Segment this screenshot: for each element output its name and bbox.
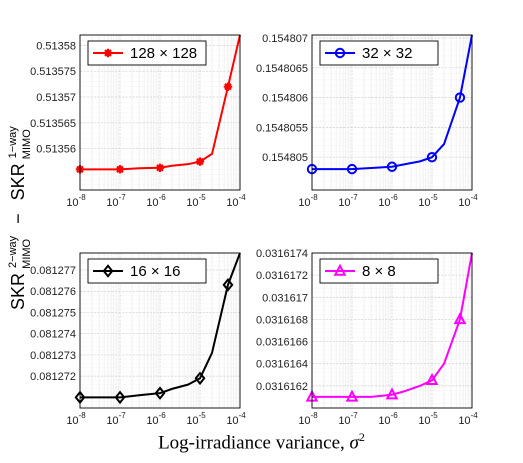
y-tick-label: 0.154807 xyxy=(262,33,308,45)
legend-label: 32 × 32 xyxy=(362,45,412,62)
x-tick-label: 10-6 xyxy=(146,193,166,209)
ylabel-minus: − xyxy=(8,213,28,224)
data-point xyxy=(223,82,233,91)
data-point xyxy=(195,157,205,166)
data-point xyxy=(154,386,166,400)
x-tick-label: 10-6 xyxy=(378,193,398,209)
xlabel-power: 2 xyxy=(358,430,365,444)
subplot-4: 10-8 10-7 10-6 10-5 10-4 0.0316162 0.0316164 0.… xyxy=(256,248,478,427)
data-point xyxy=(385,387,399,400)
legend: 8 × 8 xyxy=(319,258,439,284)
y-tick-label: 0.0316166 xyxy=(256,337,308,349)
x-axis-label: Log-irradiance variance, σ2 xyxy=(0,430,523,454)
legend-label: 8 × 8 xyxy=(362,263,396,280)
y-tick-label: 0.51357 xyxy=(36,92,76,104)
y-tick-label: 0.0316172 xyxy=(256,270,308,282)
y-tick-label: 0.513575 xyxy=(30,66,76,78)
subplot-2: 10-8 10-7 10-6 10-5 10-4 0.154805 0.1548055 0.1… xyxy=(256,33,478,209)
data-point xyxy=(426,152,438,163)
y-tick-label: 0.031617 xyxy=(262,292,308,304)
ylabel-sub-mimo-1: MIMO xyxy=(21,238,33,268)
legend: 32 × 32 xyxy=(319,40,439,66)
y-tick-label: 0.081275 xyxy=(30,307,76,319)
ylabel-sup-1way: 1−way xyxy=(7,126,19,159)
y-tick-label: 0.0316174 xyxy=(256,248,308,260)
x-tick-label: 10-7 xyxy=(338,411,358,427)
y-tick-label: 0.51358 xyxy=(36,40,76,52)
x-tick-label: 10-5 xyxy=(186,411,206,427)
y-tick-label: 0.081272 xyxy=(30,371,76,383)
y-tick-label: 0.081274 xyxy=(30,329,76,341)
series-line xyxy=(80,252,241,399)
x-tick-label: 10-6 xyxy=(146,411,166,427)
x-tick-label: 10-4 xyxy=(458,411,478,427)
data-point xyxy=(425,372,439,386)
x-tick-label: 10-7 xyxy=(338,193,358,209)
y-tick-label: 0.154805 xyxy=(262,152,308,164)
y-tick-label: 0.1548065 xyxy=(256,63,308,75)
x-tick-label: 10-4 xyxy=(458,193,478,209)
x-tick-label: 10-5 xyxy=(418,193,438,209)
data-point xyxy=(115,165,125,174)
x-tick-label: 10-5 xyxy=(418,411,438,427)
data-point xyxy=(386,161,398,172)
legend-label: 128 × 128 xyxy=(130,45,197,62)
y-axis-label: SKR 2−way MIMO − SKR 1−way MIMO xyxy=(2,121,34,310)
ylabel-skr-2: SKR xyxy=(8,273,28,310)
y-tick-label: 0.513565 xyxy=(30,118,76,130)
y-tick-label: 0.081273 xyxy=(30,350,76,362)
data-point xyxy=(194,371,206,386)
axes-box xyxy=(311,34,473,191)
data-point xyxy=(222,278,234,292)
y-tick-label: 0.0316162 xyxy=(256,381,308,393)
legend-marker xyxy=(334,47,346,59)
data-point xyxy=(114,390,126,405)
data-point xyxy=(155,163,165,172)
legend-marker xyxy=(102,264,114,278)
x-tick-label: 10-4 xyxy=(226,193,246,209)
xlabel-sigma: σ xyxy=(349,432,359,454)
x-tick-label: 10-7 xyxy=(106,411,126,427)
axes-box xyxy=(79,252,241,409)
axes-box xyxy=(79,34,241,191)
series-line xyxy=(312,252,473,398)
svg-text:SKR 2−way MIMO: SKR 2−way MIMO − SKR 1−way MIMO xyxy=(2,121,34,310)
data-point xyxy=(453,312,467,325)
subplot-1: 10-8 10-7 10-6 10-5 10-4 0.51356 0.513565 0.513… xyxy=(30,34,246,209)
legend-label: 16 × 16 xyxy=(130,263,180,280)
y-tick-label: 0.51356 xyxy=(36,144,76,156)
x-tick-label: 10-8 xyxy=(66,411,86,427)
data-point xyxy=(454,92,466,103)
subplot-3: 10-8 10-7 10-6 10-5 10-4 0.081272 0.081273 0.08… xyxy=(30,252,246,427)
y-tick-label: 0.081277 xyxy=(30,265,76,277)
legend: 128 × 128 xyxy=(87,40,207,66)
y-tick-label: 0.154806 xyxy=(262,93,308,105)
ylabel-sup-2way: 2−way xyxy=(7,235,19,268)
series-line xyxy=(80,34,241,171)
axes-box xyxy=(311,252,473,409)
ylabel-sub-mimo-2: MIMO xyxy=(21,129,33,159)
x-tick-label: 10-6 xyxy=(378,411,398,427)
x-tick-label: 10-4 xyxy=(226,411,246,427)
legend: 16 × 16 xyxy=(87,258,207,284)
series-line xyxy=(312,34,473,171)
x-tick-label: 10-8 xyxy=(298,411,318,427)
x-tick-label: 10-5 xyxy=(186,193,206,209)
x-tick-label: 10-7 xyxy=(106,193,126,209)
legend-marker xyxy=(333,263,347,276)
y-tick-label: 0.0316164 xyxy=(256,359,308,371)
data-point xyxy=(346,163,358,175)
y-tick-label: 0.0316168 xyxy=(256,314,308,326)
y-tick-label: 0.081276 xyxy=(30,286,76,298)
x-tick-label: 10-8 xyxy=(298,193,318,209)
y-tick-label: 0.1548055 xyxy=(256,122,308,134)
x-tick-label: 10-8 xyxy=(66,193,86,209)
ylabel-skr-1: SKR xyxy=(8,163,28,200)
xlabel-text: Log-irradiance variance, xyxy=(158,432,350,454)
data-point xyxy=(345,389,359,402)
legend-marker xyxy=(103,48,113,58)
